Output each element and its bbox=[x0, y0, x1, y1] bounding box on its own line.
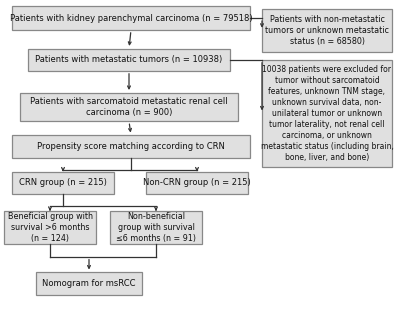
Text: Nomogram for msRCC: Nomogram for msRCC bbox=[42, 279, 136, 288]
Text: Non-CRN group (n = 215): Non-CRN group (n = 215) bbox=[143, 178, 251, 187]
FancyBboxPatch shape bbox=[110, 211, 202, 244]
FancyBboxPatch shape bbox=[36, 272, 142, 295]
Text: Propensity score matching according to CRN: Propensity score matching according to C… bbox=[37, 142, 225, 151]
FancyBboxPatch shape bbox=[20, 93, 238, 121]
FancyBboxPatch shape bbox=[12, 6, 250, 30]
Text: CRN group (n = 215): CRN group (n = 215) bbox=[19, 178, 107, 187]
Text: Patients with sarcomatoid metastatic renal cell
carcinoma (n = 900): Patients with sarcomatoid metastatic ren… bbox=[30, 97, 228, 117]
FancyBboxPatch shape bbox=[12, 172, 114, 194]
FancyBboxPatch shape bbox=[4, 211, 96, 244]
Text: 10038 patients were excluded for
tumor without sarcomatoid
features, unknown TNM: 10038 patients were excluded for tumor w… bbox=[260, 65, 394, 162]
FancyBboxPatch shape bbox=[12, 135, 250, 158]
Text: Patients with kidney parenchymal carcinoma (n = 79518): Patients with kidney parenchymal carcino… bbox=[10, 14, 252, 23]
FancyBboxPatch shape bbox=[262, 9, 392, 52]
Text: Patients with metastatic tumors (n = 10938): Patients with metastatic tumors (n = 109… bbox=[35, 55, 223, 64]
Text: Non-beneficial
group with survival
≤6 months (n = 91): Non-beneficial group with survival ≤6 mo… bbox=[116, 212, 196, 243]
Text: Patients with non-metastatic
tumors or unknown metastatic
status (n = 68580): Patients with non-metastatic tumors or u… bbox=[265, 15, 389, 46]
FancyBboxPatch shape bbox=[28, 49, 230, 71]
FancyBboxPatch shape bbox=[146, 172, 248, 194]
Text: Beneficial group with
survival >6 months
(n = 124): Beneficial group with survival >6 months… bbox=[8, 212, 92, 243]
FancyBboxPatch shape bbox=[262, 60, 392, 167]
